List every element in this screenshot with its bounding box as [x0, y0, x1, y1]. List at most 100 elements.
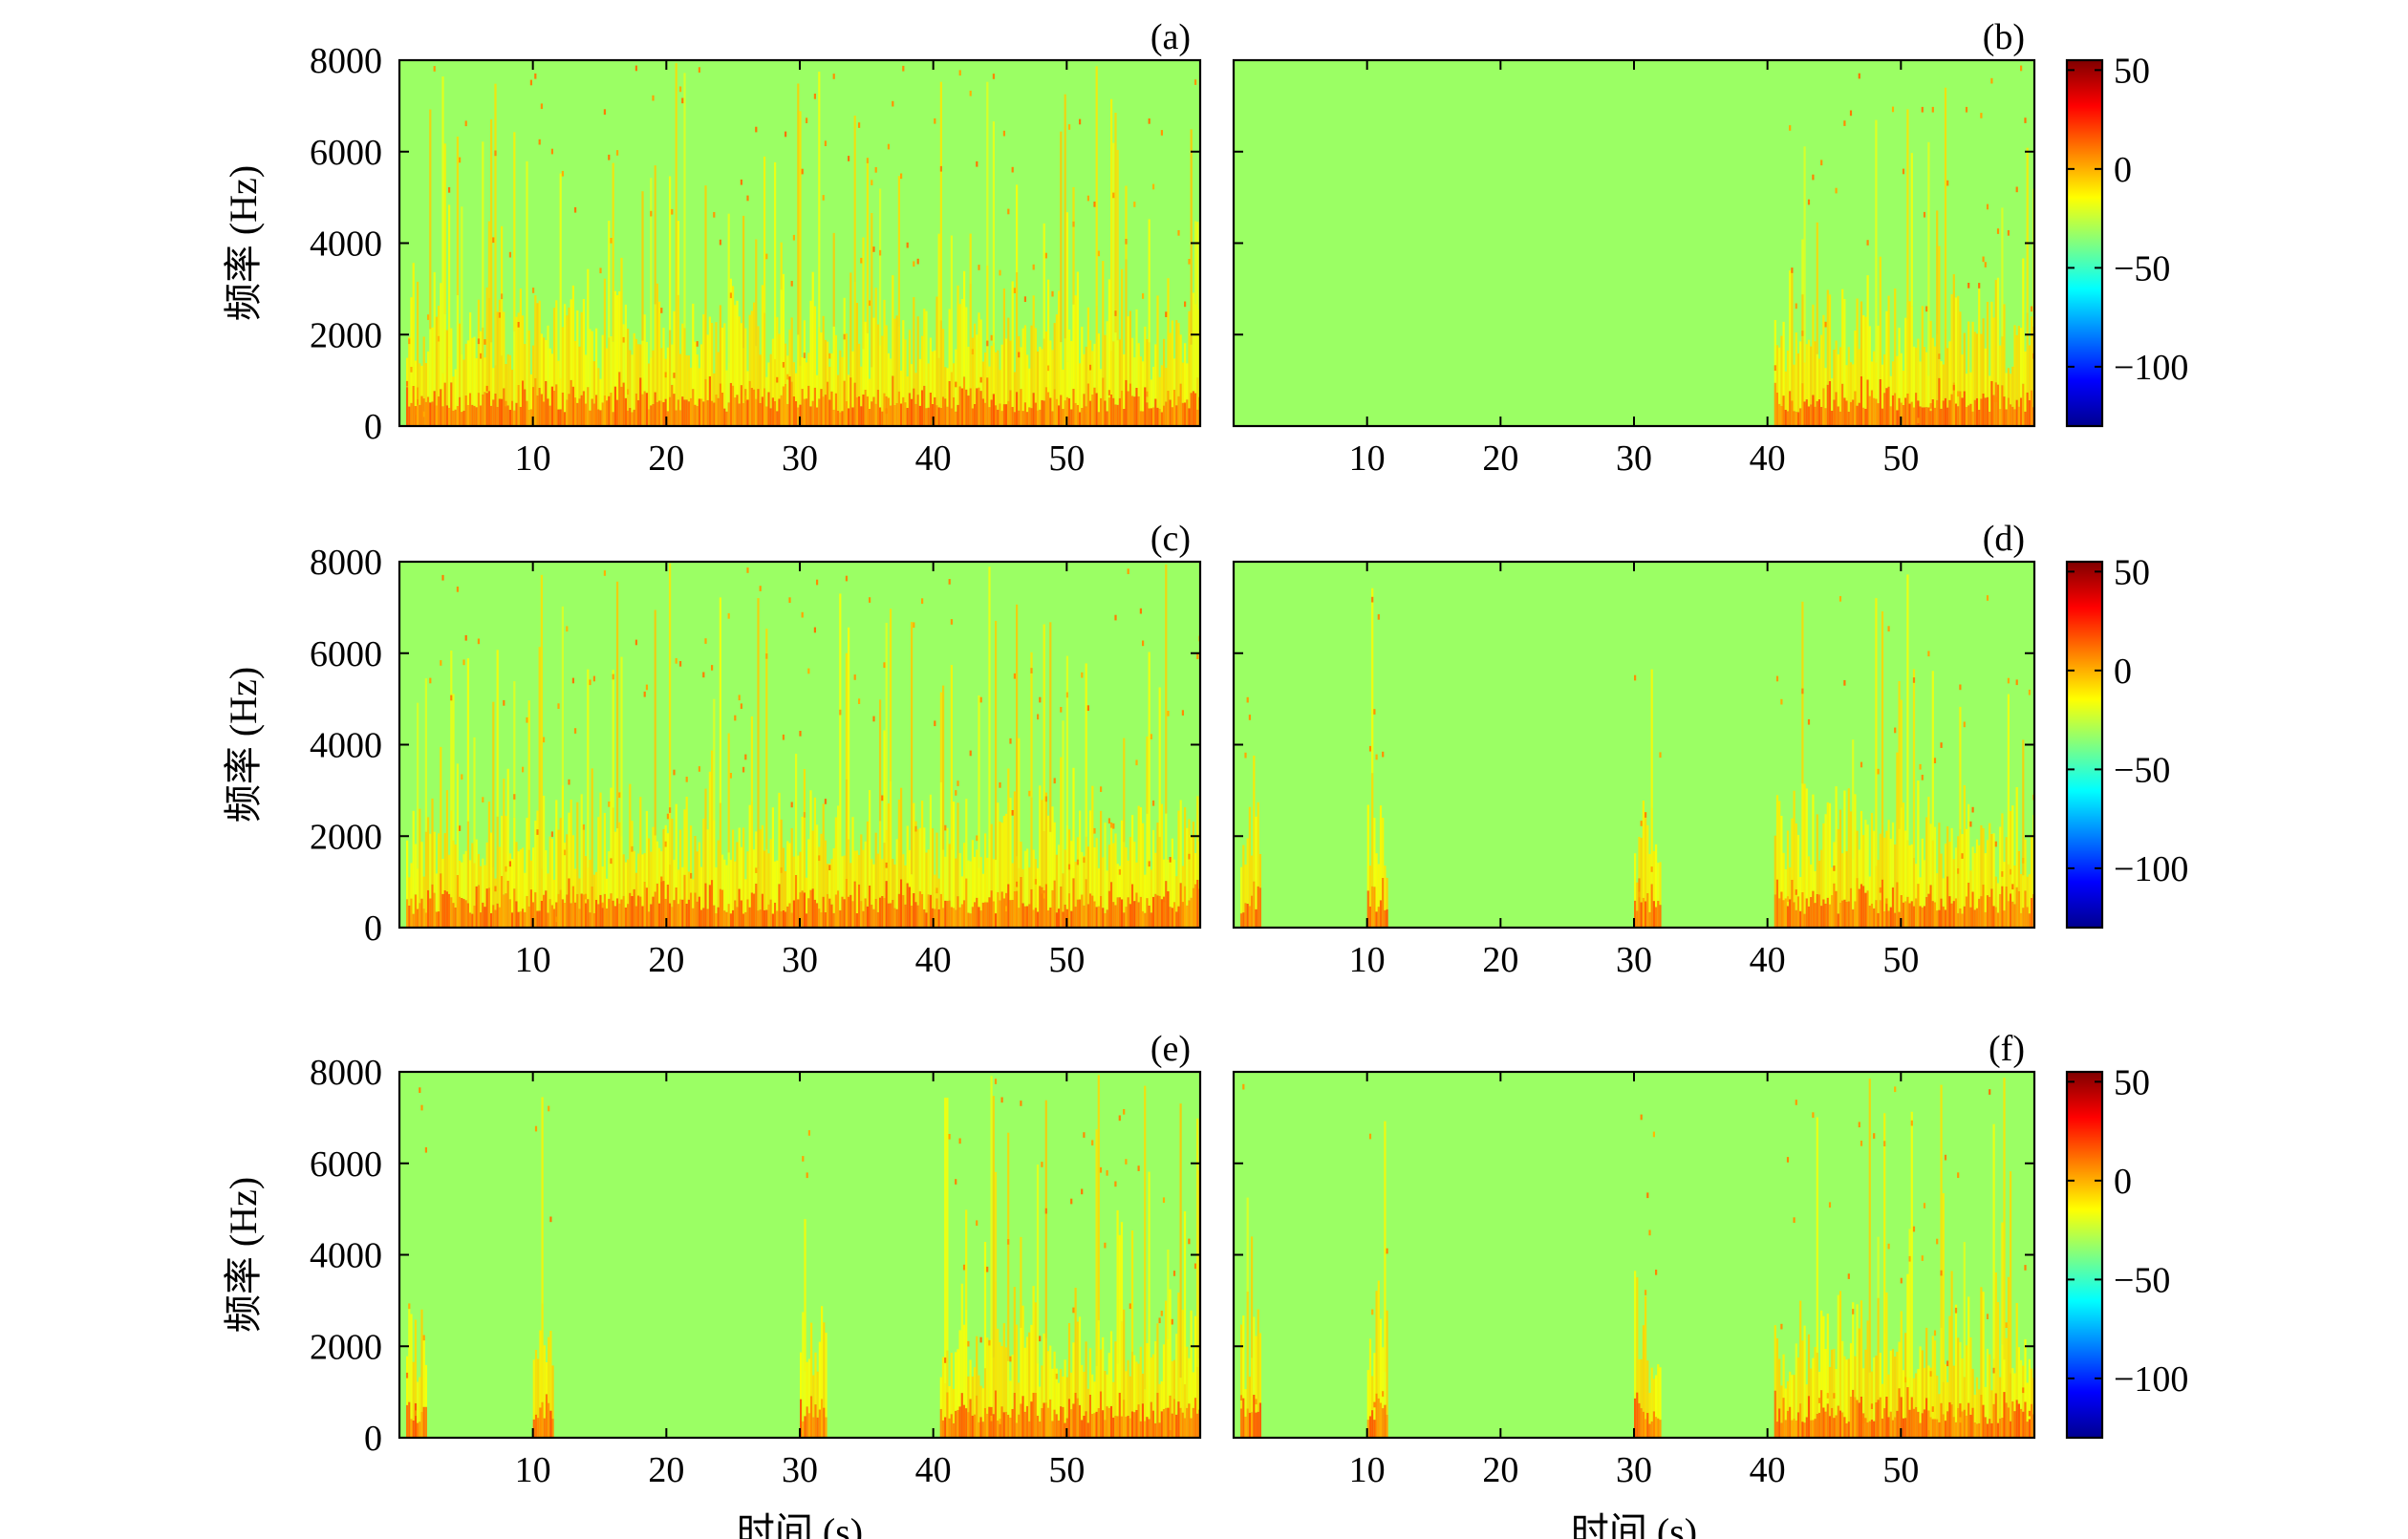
spectrogram-cell — [1992, 1403, 1995, 1438]
spectrogram-cell — [641, 906, 644, 928]
spectrogram-cell — [1060, 886, 1063, 928]
spectrogram-cell — [1838, 902, 1842, 928]
spectrogram-cell — [462, 854, 465, 899]
spectrogram-cell — [1795, 1100, 1797, 1105]
spectrogram-cell — [948, 900, 951, 928]
spectrogram-cell — [645, 393, 648, 426]
spectrogram-cell — [550, 148, 553, 155]
spectrogram-cell — [864, 898, 867, 928]
spectrogram-cell — [1835, 1415, 1838, 1438]
spectrogram-cell — [862, 849, 865, 911]
spectrogram-cell — [761, 285, 763, 397]
spectrogram-cell — [1368, 907, 1372, 928]
spectrogram-cell — [1110, 395, 1113, 426]
spectrogram-cell — [1112, 902, 1115, 928]
spectrogram-cell — [1835, 340, 1838, 393]
spectrogram-cell — [1368, 1133, 1372, 1140]
spectrogram-cell — [790, 281, 793, 287]
spectrogram-cell — [1167, 1250, 1170, 1340]
spectrogram-cell — [1784, 869, 1787, 899]
spectrogram-cell — [1144, 1421, 1147, 1438]
spectrogram-cell — [887, 353, 890, 398]
spectrogram-cell — [534, 1414, 538, 1438]
spectrogram-cell — [853, 850, 856, 882]
spectrogram-cell — [1919, 877, 1922, 907]
spectrogram-cell — [1919, 1422, 1922, 1438]
spectrogram-cell — [797, 83, 800, 335]
spectrogram-cell — [832, 326, 835, 410]
spectrogram-cell — [1774, 894, 1776, 928]
spectrogram-cell — [566, 315, 569, 400]
spectrogram-cell — [1039, 886, 1042, 928]
spectrogram-cell — [1816, 814, 1818, 894]
spectrogram-cell — [1923, 407, 1926, 426]
spectrogram-cell — [1043, 889, 1045, 928]
spectrogram-cell — [1093, 387, 1096, 426]
spectrogram-cell — [1251, 1236, 1254, 1358]
spectrogram-cell — [1051, 290, 1054, 297]
x-tick-label: 40 — [915, 438, 952, 479]
spectrogram-cell — [1948, 896, 1951, 928]
spectrogram-cell — [1778, 801, 1781, 899]
spectrogram-cell — [2011, 366, 2014, 407]
spectrogram-cell — [1093, 901, 1096, 928]
spectrogram-cell — [721, 854, 724, 890]
spectrogram-cell — [1646, 1360, 1649, 1413]
spectrogram-cell — [921, 801, 924, 894]
spectrogram-cell — [1996, 228, 2000, 234]
spectrogram-cell — [452, 840, 455, 904]
spectrogram-cell — [740, 179, 742, 185]
spectrogram-cell — [767, 392, 770, 426]
spectrogram-cell — [1382, 1391, 1385, 1397]
colorbar-tick-label: 0 — [2114, 652, 2132, 692]
spectrogram-cell — [911, 622, 914, 875]
spectrogram-cell — [1171, 838, 1173, 908]
spectrogram-cell — [1058, 290, 1061, 406]
spectrogram-cell — [1642, 897, 1645, 928]
spectrogram-cell — [1064, 849, 1066, 905]
spectrogram-cell — [744, 879, 747, 912]
panel-label: (e) — [1150, 1029, 1191, 1069]
spectrogram-cell — [669, 330, 672, 397]
spectrogram-cell — [746, 567, 749, 573]
spectrogram-cell — [946, 1350, 949, 1393]
spectrogram-cell — [995, 405, 998, 426]
spectrogram-cell — [719, 597, 721, 803]
spectrogram-cell — [738, 695, 741, 701]
spectrogram-cell — [803, 812, 806, 818]
spectrogram-cell — [538, 139, 541, 145]
spectrogram-cell — [1923, 1203, 1926, 1208]
spectrogram-cell — [1179, 883, 1182, 928]
spectrogram-cell — [1822, 1315, 1825, 1408]
spectrogram-cell — [675, 887, 677, 928]
spectrogram-cell — [519, 911, 522, 928]
spectrogram-cell — [1906, 1387, 1909, 1438]
spectrogram-cell — [999, 1421, 1001, 1438]
spectrogram-cell — [1835, 890, 1838, 928]
spectrogram-cell — [700, 909, 703, 928]
spectrogram-cell — [1009, 798, 1012, 901]
spectrogram-cell — [1994, 1393, 1997, 1438]
spectrogram-cell — [736, 907, 739, 928]
spectrogram-cell — [748, 314, 751, 381]
spectrogram-cell — [599, 267, 602, 274]
spectrogram-cell — [601, 402, 604, 426]
spectrogram-cell — [1799, 877, 1802, 911]
spectrogram-cell — [1169, 1430, 1172, 1436]
spectrogram-cell — [1375, 853, 1378, 912]
spectrogram-cell — [719, 802, 721, 889]
spectrogram-cell — [902, 854, 905, 895]
spectrogram-cell — [1908, 301, 1911, 404]
spectrogram-cell — [539, 1407, 542, 1438]
spectrogram-cell — [408, 338, 411, 345]
spectrogram-cell — [1957, 868, 1960, 874]
spectrogram-cell — [410, 297, 413, 403]
spectrogram-cell — [462, 659, 465, 666]
spectrogram-cell — [1817, 358, 1821, 399]
spectrogram-cell — [650, 357, 653, 406]
spectrogram-cell — [1009, 1380, 1012, 1418]
spectrogram-cell — [440, 389, 442, 426]
spectrogram-cell — [765, 653, 768, 659]
spectrogram-cell — [534, 1350, 538, 1415]
spectrogram-cell — [482, 141, 484, 328]
